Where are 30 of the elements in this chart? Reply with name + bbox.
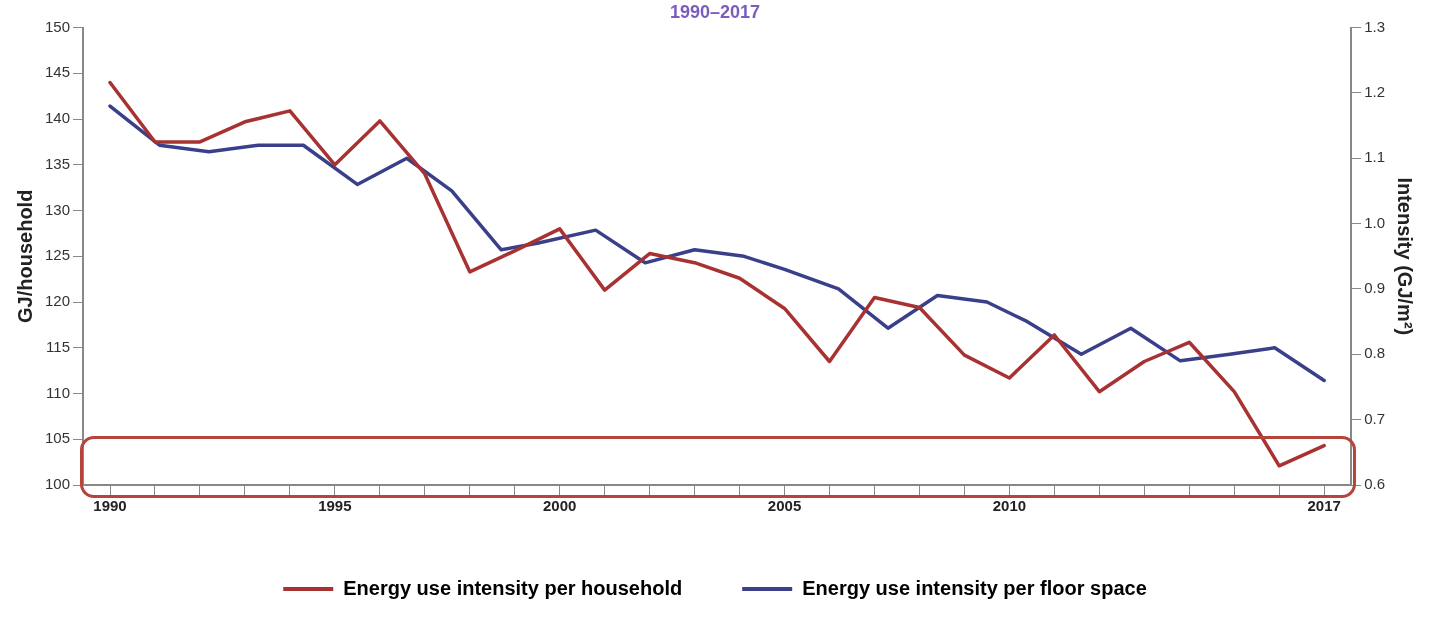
y2-tick-label: 1.1 [1364, 148, 1386, 166]
y-axis-title: GJ/household [13, 189, 36, 323]
y-tick-label: 140 [45, 109, 71, 127]
y2-tick-label: 1.3 [1364, 17, 1386, 35]
y2-tick-label: 0.8 [1364, 344, 1386, 362]
x-tick-label: 2000 [543, 497, 577, 515]
y-tick-label: 125 [45, 246, 71, 264]
y2-tick-label: 0.9 [1364, 279, 1386, 297]
y2-tick-label: 1.0 [1364, 213, 1386, 231]
y2-tick-label: 1.2 [1364, 83, 1386, 101]
y-tick-label: 145 [45, 63, 71, 81]
chart-title: 1990–2017 [669, 1, 761, 22]
y-tick-label: 100 [45, 475, 71, 493]
y-tick-label: 130 [45, 200, 71, 218]
y2-axis-title: Intensity (GJ/m²) [1394, 177, 1417, 336]
x-tick-label: 2017 [1307, 497, 1341, 515]
y-tick-label: 115 [46, 337, 71, 355]
y2-tick-label: 0.7 [1364, 409, 1386, 427]
x-tick-label: 1995 [318, 497, 352, 515]
y-tick-label: 150 [45, 17, 71, 35]
y-tick-label: 120 [45, 292, 71, 310]
x-tick-label: 1990 [93, 497, 127, 515]
legend-label: Energy use intensity per floor space [802, 576, 1147, 599]
y-tick-label: 105 [45, 429, 71, 447]
y-tick-label: 135 [45, 154, 71, 172]
y2-tick-label: 0.6 [1364, 475, 1386, 493]
y-tick-label: 110 [46, 383, 71, 401]
legend-label: Energy use intensity per household [343, 576, 683, 599]
x-tick-label: 2005 [767, 497, 802, 515]
x-tick-label: 2010 [992, 497, 1027, 515]
